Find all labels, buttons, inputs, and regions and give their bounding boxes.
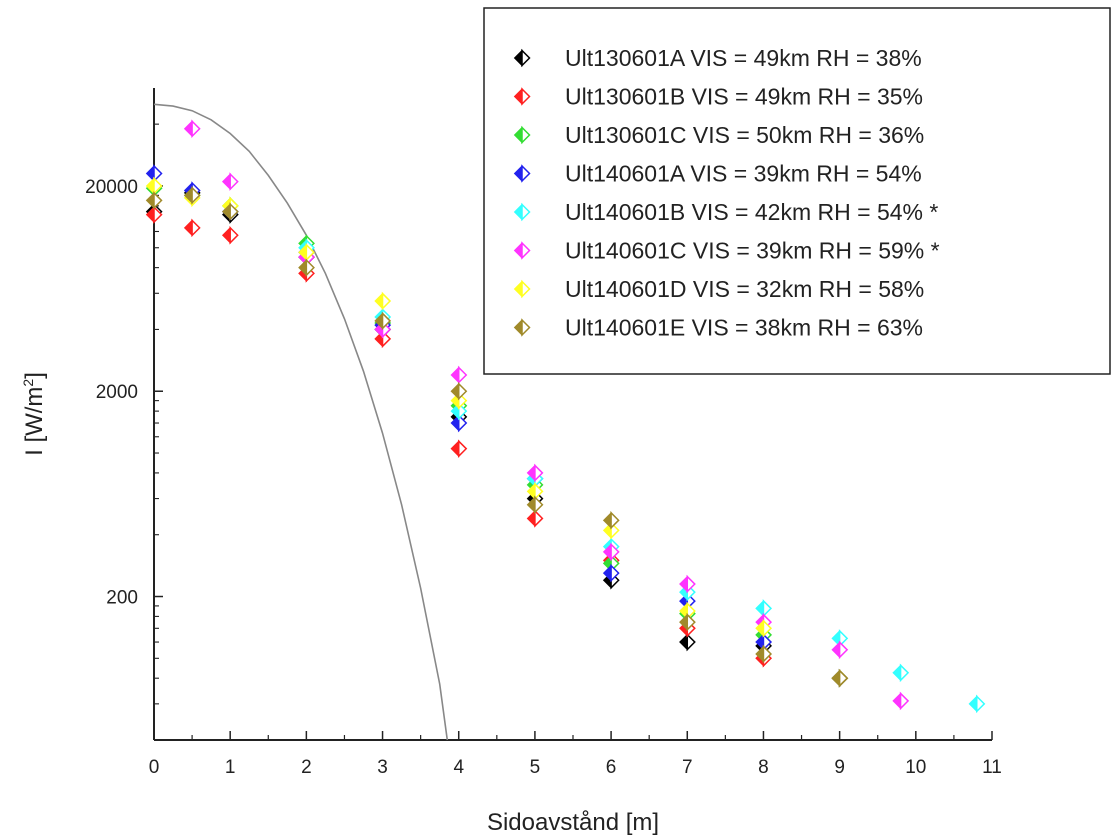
legend-item: Ult130601B VIS = 49km RH = 35% [513, 84, 923, 110]
data-point-series-4 [755, 599, 773, 618]
legend-label: Ult130601A VIS = 49km RH = 38% [565, 45, 922, 71]
legend: Ult130601A VIS = 49km RH = 38% Ult130601B… [483, 7, 1111, 375]
data-point-series-7 [183, 186, 201, 205]
data-point-series-6 [679, 601, 696, 621]
y-axis-title-sup: 2 [20, 379, 36, 387]
data-point-series-5 [526, 463, 544, 483]
data-point-series-7 [831, 668, 849, 688]
data-point-series-6 [526, 482, 544, 501]
data-point-series-0 [679, 632, 696, 652]
legend-box [483, 7, 1111, 375]
y-tick-label: 20000 [85, 177, 138, 198]
data-point-series-3 [755, 632, 773, 652]
x-tick-label: 5 [530, 757, 541, 778]
data-point-series-1 [526, 509, 544, 528]
legend-label: Ult140601A VIS = 39km RH = 54% [565, 161, 922, 187]
data-point-series-7 [679, 612, 696, 632]
legend-marker [513, 164, 531, 183]
legend-marker [513, 202, 531, 222]
legend-label: Ult140601B VIS = 42km RH = 54% * [565, 199, 938, 225]
legend-label: Ult130601B VIS = 49km RH = 35% [565, 84, 923, 110]
data-point-series-6 [755, 619, 773, 638]
data-point-series-5 [602, 542, 620, 562]
x-tick-label: 6 [606, 757, 617, 778]
y-tick-label: 200 [106, 588, 138, 609]
legend-label: Ult130601C VIS = 50km RH = 36% [565, 122, 924, 148]
x-ticks: 0 1 2 3 4 5 6 7 8 9 10 11 [149, 731, 1002, 778]
legend-item: Ult140601D VIS = 32km RH = 58% [513, 276, 924, 302]
legend-label: Ult140601E VIS = 38km RH = 63% [565, 315, 923, 341]
data-point-series-1 [145, 205, 163, 224]
y-axis-title-close: ] [21, 372, 48, 379]
legend-item: Ult130601A VIS = 49km RH = 38% [513, 45, 922, 71]
x-tick-label: 2 [301, 757, 312, 778]
data-point-series-7 [755, 644, 773, 664]
legend-marker [513, 48, 531, 68]
legend-item: Ult140601C VIS = 39km RH = 59% * [513, 238, 940, 264]
x-tick-label: 8 [758, 757, 769, 778]
legend-item: Ult140601A VIS = 39km RH = 54% [513, 161, 922, 187]
data-point-series-3 [145, 164, 163, 183]
data-point-series-6 [145, 176, 163, 196]
y-axis-title-base: I [W/m [21, 387, 48, 456]
data-point-series-1 [183, 218, 201, 238]
y-ticks: 200 2000 20000 [85, 123, 163, 705]
legend-marker [513, 87, 531, 106]
data-point-series-4 [892, 663, 910, 683]
data-point-series-5 [892, 691, 910, 711]
data-point-series-7 [221, 202, 239, 221]
legend-marker [513, 241, 531, 260]
data-point-series-6 [298, 243, 315, 262]
x-tick-label: 0 [149, 757, 160, 778]
data-point-series-7 [298, 258, 315, 277]
legend-item: Ult130601C VIS = 50km RH = 36% [513, 122, 924, 148]
legend-items: Ult130601A VIS = 49km RH = 38% Ult130601B… [513, 45, 940, 341]
data-point-series-6 [374, 291, 392, 311]
x-tick-label: 7 [682, 757, 693, 778]
data-point-series-7 [526, 495, 544, 515]
legend-label: Ult140601D VIS = 32km RH = 58% [565, 276, 924, 302]
y-tick-label: 2000 [96, 382, 138, 403]
data-point-series-7 [145, 191, 163, 210]
data-point-series-7 [374, 311, 392, 331]
data-point-series-1 [450, 439, 468, 458]
x-tick-label: 4 [453, 757, 464, 778]
x-tick-label: 1 [225, 757, 236, 778]
data-point-series-5 [221, 172, 239, 191]
x-tick-label: 10 [905, 757, 926, 778]
data-point-series-1 [221, 225, 239, 245]
data-point-series-5 [450, 365, 468, 385]
data-point-series-3 [602, 563, 620, 583]
y-axis-title: I [W/m2] [20, 372, 48, 456]
legend-marker [513, 125, 531, 145]
x-tick-label: 9 [834, 757, 845, 778]
x-axis-title: Sidoavstånd [m] [487, 809, 659, 836]
data-point-series-7 [602, 511, 620, 530]
legend-marker [513, 318, 531, 337]
data-point-series-5 [831, 640, 849, 660]
legend-item: Ult140601E VIS = 38km RH = 63% [513, 315, 923, 341]
data-point-series-2 [602, 554, 620, 573]
x-tick-label: 11 [982, 757, 1002, 778]
data-point-series-4 [831, 629, 849, 648]
data-point-series-5 [679, 574, 696, 594]
legend-label: Ult140601C VIS = 39km RH = 59% * [565, 238, 940, 264]
data-point-series-4 [450, 401, 468, 421]
data-point-series-3 [450, 413, 468, 433]
data-points [145, 119, 986, 714]
data-point-series-7 [450, 381, 468, 401]
legend-item: Ult140601B VIS = 42km RH = 54% * [513, 199, 938, 225]
data-point-series-4 [968, 694, 986, 714]
x-tick-label: 3 [377, 757, 388, 778]
legend-marker [513, 279, 531, 299]
data-point-series-5 [183, 119, 201, 139]
